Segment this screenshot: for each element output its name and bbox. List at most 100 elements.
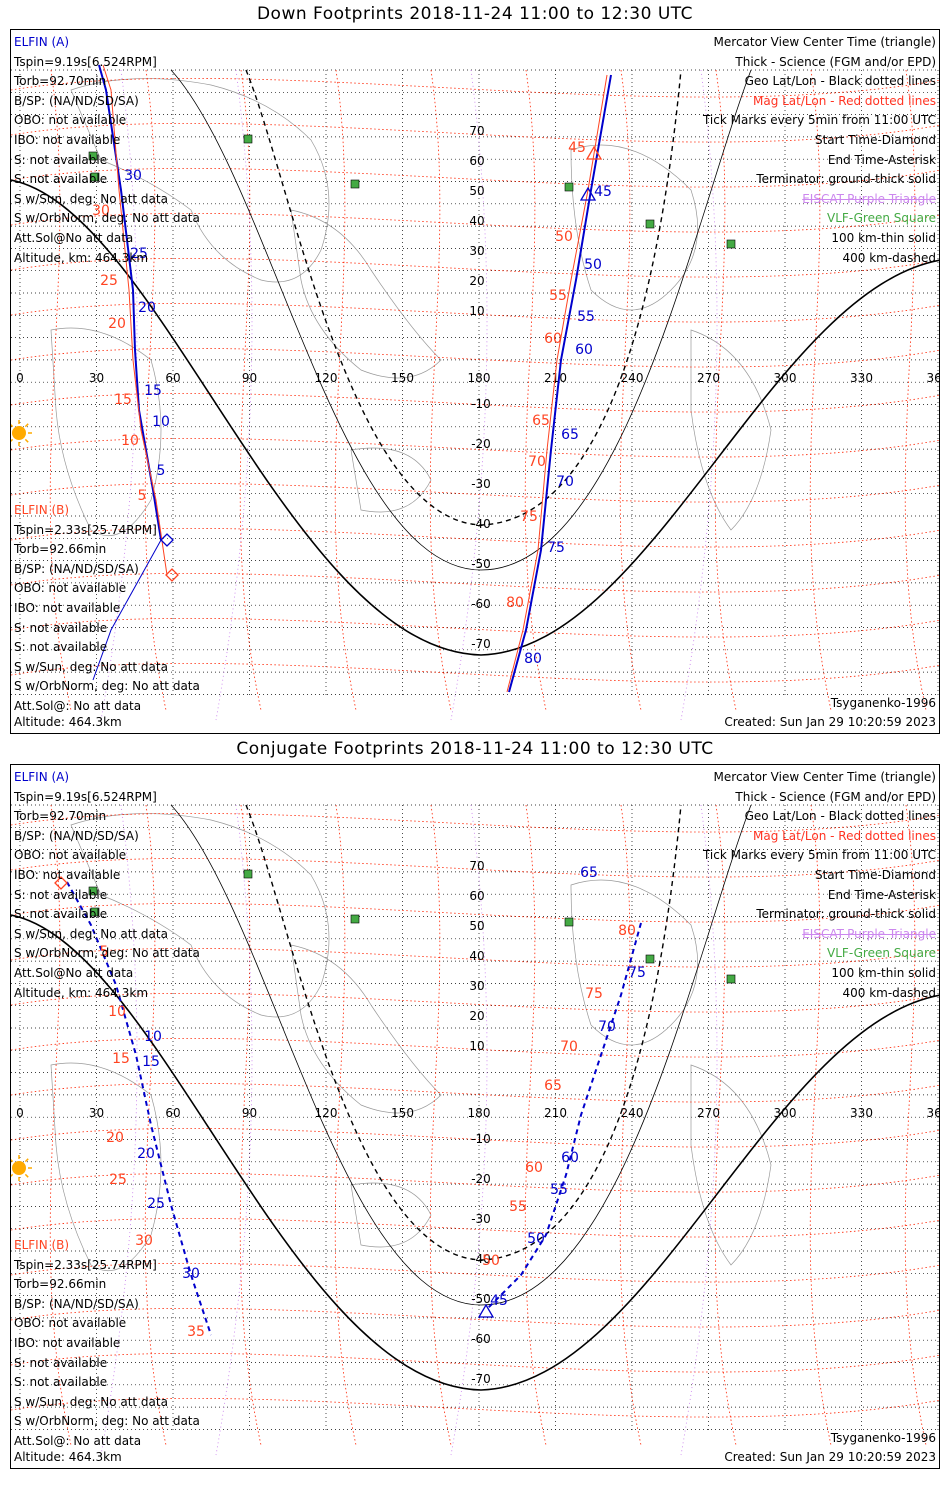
vlf-square-icon [243, 134, 253, 144]
mag-lon-line [429, 69, 452, 711]
lat-tick-label: 10 [469, 1039, 484, 1053]
lat-tick-label: 20 [469, 1009, 484, 1023]
continent-outline [50, 327, 162, 537]
track-b-red-label: 75 [585, 986, 603, 1002]
legend-item: Thick - Science (FGM and/or EPD) [735, 789, 936, 804]
sun-icon [11, 1155, 32, 1181]
track-a-red-label: 25 [109, 1172, 127, 1188]
track-b-blue-label: 75 [547, 540, 565, 556]
info-line: S: not available [14, 1375, 108, 1390]
info-line: S: not available [14, 172, 108, 187]
lon-tick-label: 60 [165, 371, 180, 385]
start-diamond-icon [54, 876, 68, 890]
vlf-square-icon [726, 974, 736, 984]
mag-lon-line [334, 804, 357, 1446]
lat-tick-label: -50 [471, 557, 491, 571]
vlf-square-icon [90, 172, 100, 182]
track-a-red-label: 20 [108, 316, 126, 332]
continent-outline [70, 813, 330, 1018]
track-b-red-label: 70 [560, 1039, 578, 1055]
track-a-blue-label: 5 [157, 463, 166, 479]
track-b-blue-label: 60 [561, 1150, 579, 1166]
lon-tick-label: 0 [16, 1106, 24, 1120]
track-a-red-label: 20 [106, 1130, 124, 1146]
vlf-square-icon [350, 914, 360, 924]
lat-tick-label: -70 [471, 637, 491, 651]
legend-item: Mercator View Center Time (triangle) [713, 770, 936, 784]
continent-outline [350, 1182, 432, 1248]
track-a-red-label: 10 [108, 1004, 126, 1020]
elfin-a-info: ELFIN (A) Tspin=9.19s[6.524RPM] Torb=92.70… [14, 768, 200, 1003]
vlf-square-icon [88, 151, 98, 161]
lon-tick-label: 240 [621, 1106, 644, 1120]
view-center-triangle-icon [585, 145, 603, 160]
purple-curve [215, 804, 253, 1456]
track-a-blue-label: 15 [142, 1054, 160, 1070]
mag-lon-line [239, 804, 262, 1446]
mag-grid [11, 69, 939, 711]
elfin-header: ELFIN (B) [14, 1238, 70, 1252]
vlf-square-icon [350, 179, 360, 189]
info-line: Torb=92.70min [14, 809, 107, 824]
lat-tick-label: 60 [469, 154, 484, 168]
lon-tick-label: 330 [850, 371, 873, 385]
info-line: S w/OrbNorm, deg: No att data [14, 679, 200, 694]
lon-tick-label: 180 [468, 1106, 491, 1120]
lat-tick-label: -40 [471, 517, 491, 531]
terminator-400km-line [245, 804, 682, 1261]
info-line: Torb=92.66min [14, 542, 107, 557]
sun-ray [11, 1173, 14, 1178]
mag-lat-line [11, 347, 939, 368]
track-b-red-label: 55 [509, 1199, 527, 1215]
sun-ray [11, 423, 14, 428]
continent-outline [570, 144, 698, 311]
legend-item: Mercator View Center Time (triangle) [713, 35, 936, 49]
track-b-blue-label: 50 [584, 257, 602, 273]
down-title: Down Footprints 2018-11-24 11:00 to 12:3… [256, 4, 694, 24]
track-a-blue-label: 10 [152, 414, 170, 430]
mag-lon-line [714, 69, 737, 711]
mag-lon-line [714, 804, 737, 1446]
track-b-red-label: 60 [544, 331, 562, 347]
info-line: S: not available [14, 620, 108, 635]
sun-ray [24, 1173, 29, 1178]
continents [50, 78, 772, 537]
vlf-square-icon [645, 219, 655, 229]
track-a-red-label: 5 [138, 488, 147, 504]
mag-grid [11, 804, 939, 1446]
vlf-square-icon [564, 917, 574, 927]
sun-icon [11, 420, 32, 446]
altitude-label: Altitude: 464.3km [14, 715, 122, 729]
lat-tick-label: -30 [471, 1212, 491, 1226]
mag-lon-line [904, 804, 927, 1446]
track-a-red-label: 25 [100, 273, 118, 289]
terminator-100km-line [170, 69, 752, 571]
info-line: IBO: not available [14, 1335, 121, 1350]
purple-curve [680, 69, 718, 721]
elfin-header: ELFIN (A) [14, 35, 70, 49]
track-a-red-label: 5 [100, 944, 109, 960]
lat-tick-label: -30 [471, 477, 491, 491]
legend-item: Terminator: ground-thick solid [756, 172, 936, 187]
vlf-square-icon [90, 907, 100, 917]
info-line: S w/Sun, deg: No att data [14, 191, 168, 206]
purple-curve [450, 804, 488, 1456]
lat-tick-label: 70 [469, 124, 484, 138]
mag-lon-line [334, 69, 357, 711]
down-footprints-panel: 0306090120150180210240270300330360706050… [10, 29, 940, 734]
continent-outline [70, 78, 330, 283]
terminator-ground-line [11, 179, 939, 656]
elfin-b-info: ELFIN (B) Tspin=2.33s[25.74RPM] Torb=92.66… [14, 1236, 200, 1452]
track-b-blue-label: 45 [490, 1293, 508, 1309]
info-line: Att.Sol@No att data [14, 230, 134, 245]
elfin-b-track [508, 74, 612, 693]
continent-outline [690, 1064, 772, 1266]
info-line: Tspin=2.33s[25.74RPM] [14, 1257, 157, 1272]
elfin-b-red-track [506, 74, 608, 693]
legend-item: End Time-Asterisk [827, 152, 936, 167]
track-b-blue-label: 75 [628, 965, 646, 981]
purple-lines [100, 804, 718, 1456]
start-diamond-icon [160, 533, 174, 547]
info-line: Tspin=9.19s[6.524RPM] [14, 54, 157, 69]
elfin-b-conj-track [485, 922, 642, 1311]
